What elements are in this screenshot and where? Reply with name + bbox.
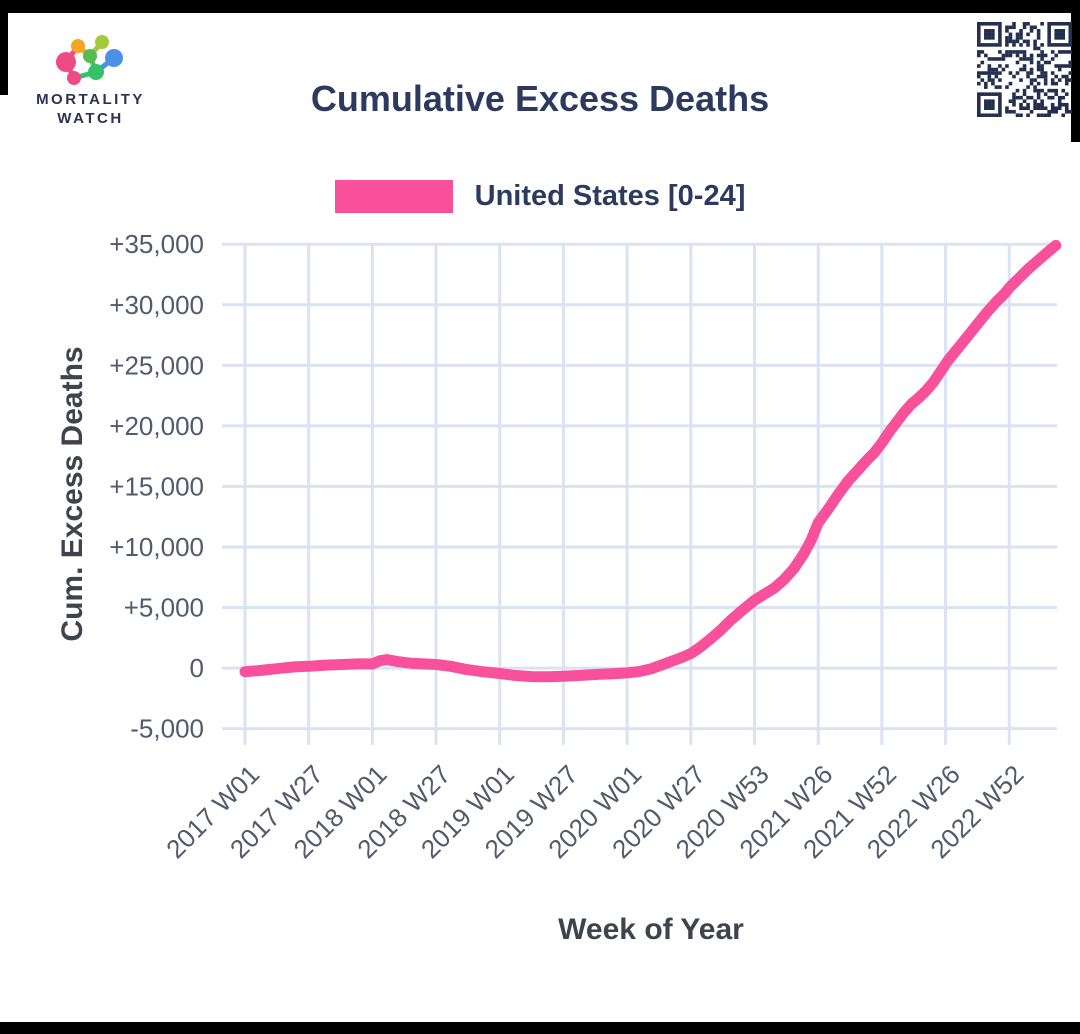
y-tick-label: +30,000 <box>109 290 204 320</box>
frame-bar-bottom <box>0 1022 1080 1034</box>
y-tick-label: +35,000 <box>109 229 204 259</box>
y-tick-label: -5,000 <box>130 714 204 744</box>
mortality-watch-logo: MORTALITY WATCH <box>28 28 153 128</box>
y-tick-label: 0 <box>190 653 204 683</box>
logo-text-line2: WATCH <box>57 110 124 127</box>
series-line <box>239 239 1062 683</box>
y-tick-label: +10,000 <box>109 532 204 562</box>
frame-bar-right <box>1071 0 1080 142</box>
y-tick-label: +25,000 <box>109 350 204 380</box>
page-title: Cumulative Excess Deaths <box>310 78 770 119</box>
y-axis-title: Cum. Excess Deaths <box>56 346 89 641</box>
y-tick-label: +15,000 <box>109 471 204 501</box>
frame-bar-top <box>0 0 1080 13</box>
legend-swatch <box>334 179 453 213</box>
y-tick-label: +20,000 <box>109 411 204 441</box>
x-axis-title: Week of Year <box>558 913 744 946</box>
legend-item-united-states[interactable]: United States [0-24] <box>0 176 1080 216</box>
qr-code-icon <box>977 22 1073 118</box>
frame-bar-left <box>0 0 8 95</box>
legend-label: United States [0-24] <box>474 179 746 212</box>
logo-text-line1: MORTALITY <box>36 91 145 108</box>
molecule-network-icon <box>55 35 123 85</box>
y-tick-label: +5,000 <box>124 593 204 623</box>
